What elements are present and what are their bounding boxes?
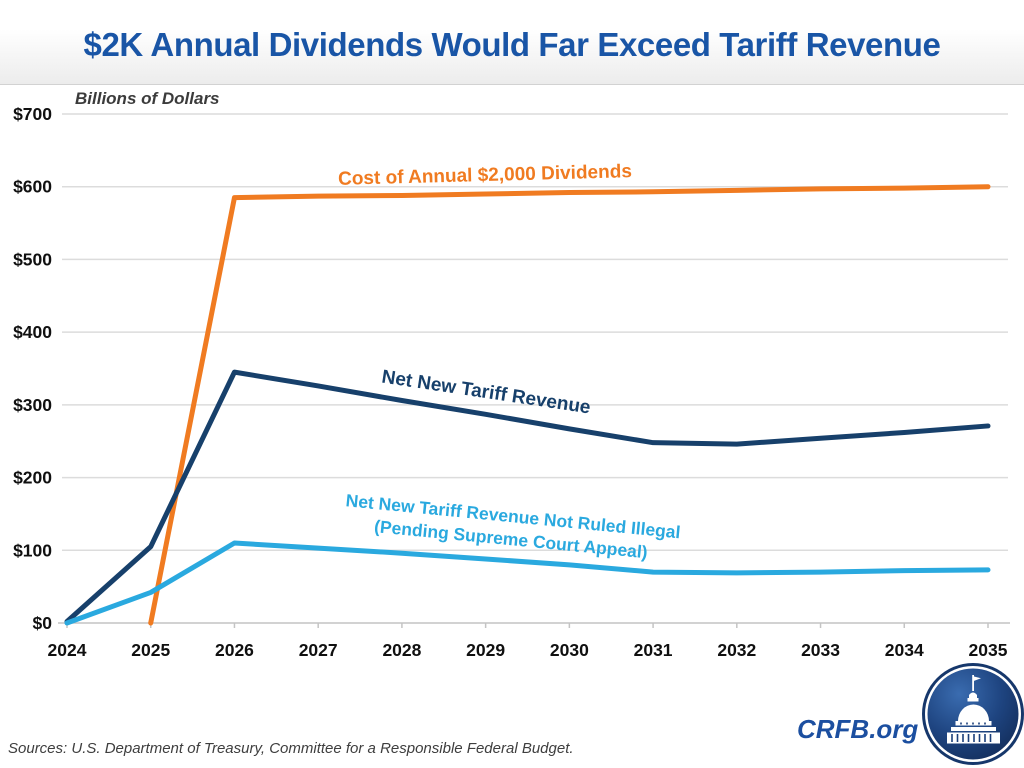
y-tick-label: $400 [13, 322, 52, 342]
y-tick-label: $500 [13, 249, 52, 269]
x-tick-label: 2030 [550, 640, 589, 660]
x-tick-label: 2029 [466, 640, 505, 660]
x-tick-label: 2032 [717, 640, 756, 660]
line-chart: $0 $100 $200 $300 $400 $500 $600 $700 2024 2025 20… [13, 104, 1010, 660]
y-tick-label: $100 [13, 540, 52, 560]
y-tick-label: $700 [13, 104, 52, 124]
y-tick-label: $0 [33, 613, 53, 633]
series-line-1 [64, 369, 991, 625]
x-tick-label: 2031 [634, 640, 673, 660]
page-title: $2K Annual Dividends Would Far Exceed Ta… [83, 26, 941, 63]
x-tick-label: 2025 [131, 640, 170, 660]
x-tick-label: 2024 [48, 640, 87, 660]
x-tick-label: 2033 [801, 640, 840, 660]
y-axis-units-label: Billions of Dollars [75, 89, 220, 108]
y-tick-label: $600 [13, 177, 52, 197]
crfb-capitol-logo-icon [922, 663, 1024, 765]
x-tick-label: 2027 [299, 640, 338, 660]
title-banner: $2K Annual Dividends Would Far Exceed Ta… [0, 0, 1024, 85]
y-tick-label: $300 [13, 395, 52, 415]
x-tick-label: 2026 [215, 640, 254, 660]
crfb-brand-text: CRFB.org [797, 714, 919, 744]
y-tick-label: $200 [13, 468, 52, 488]
capitol-columns [951, 722, 992, 742]
series-line-0 [148, 184, 991, 626]
x-tick-label: 2035 [969, 640, 1008, 660]
x-tick-label: 2034 [885, 640, 924, 660]
x-tick-label: 2028 [382, 640, 421, 660]
sources-note: Sources: U.S. Department of Treasury, Co… [8, 740, 574, 757]
series-line-2 [64, 540, 991, 626]
